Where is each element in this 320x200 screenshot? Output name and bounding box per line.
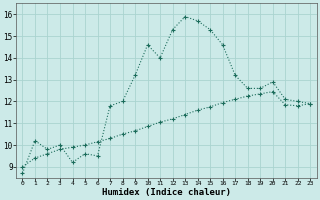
X-axis label: Humidex (Indice chaleur): Humidex (Indice chaleur) [102, 188, 231, 197]
